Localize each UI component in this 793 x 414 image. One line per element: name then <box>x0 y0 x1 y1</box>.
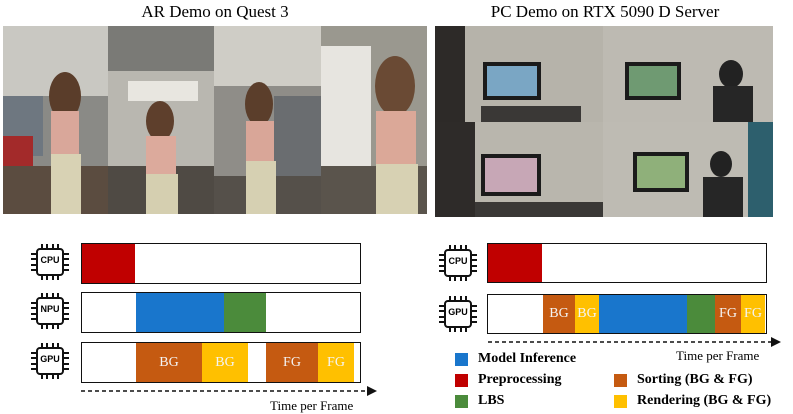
left-title: AR Demo on Quest 3 <box>141 2 289 21</box>
right-gpu-model-inference <box>599 295 687 333</box>
legend-model-inference: Model Inference <box>455 351 576 367</box>
right-cpu-chip-icon: CPU <box>436 244 480 282</box>
left-cpu-track <box>81 243 361 284</box>
right-gpu-lbs <box>687 295 715 333</box>
legend-label-sorting: Sorting (BG & FG) <box>637 372 753 387</box>
left-npu-model-inference <box>136 293 224 332</box>
pc-demo-photo-1 <box>435 26 603 122</box>
legend-label-rendering: Rendering (BG & FG) <box>637 393 772 408</box>
gpu-chip-label: GPU <box>40 354 60 364</box>
right-cpu-track <box>487 243 767 283</box>
pc-demo-photo-2 <box>603 26 773 122</box>
legend-swatch-preprocessing <box>455 373 468 387</box>
left-cpu-preprocessing <box>82 244 135 283</box>
left-gpu-sorting-bg: BG <box>136 343 202 382</box>
legend-label-preprocessing: Preprocessing <box>478 372 562 387</box>
ar-demo-photo-4 <box>321 26 427 214</box>
right-gpu-sorting-bg: BG <box>543 295 575 333</box>
legend-lbs: LBS <box>455 393 504 409</box>
right-gpu-track: BG BG FG FG <box>487 294 767 334</box>
right-gpu-rendering-fg: FG <box>741 295 765 333</box>
cpu-chip-label: CPU <box>40 255 60 265</box>
legend-label-lbs: LBS <box>478 393 505 408</box>
right-gpu-chip-icon: GPU <box>436 295 480 333</box>
pc-demo-photo-4 <box>603 122 773 217</box>
cpu-chip-icon: CPU <box>28 243 72 281</box>
right-time-label: Time per Frame <box>676 348 760 363</box>
left-time-arrow <box>81 386 377 396</box>
ar-demo-photo-1 <box>3 26 108 214</box>
pc-demo-photo-3 <box>435 122 603 217</box>
left-gpu-rendering-fg: FG <box>318 343 354 382</box>
legend-preprocessing: Preprocessing <box>455 372 561 388</box>
legend-swatch-model-inference <box>455 352 468 366</box>
npu-chip-label: NPU <box>40 304 60 314</box>
legend-swatch-sorting <box>614 373 627 387</box>
ar-demo-photo-2 <box>108 26 214 214</box>
right-title: PC Demo on RTX 5090 D Server <box>490 2 720 21</box>
right-gpu-rendering-bg: BG <box>575 295 599 333</box>
left-time-label: Time per Frame <box>270 398 354 413</box>
legend-sorting: Sorting (BG & FG) <box>614 372 753 388</box>
left-gpu-sorting-fg: FG <box>266 343 318 382</box>
left-gpu-track: BG BG FG FG <box>81 342 361 383</box>
left-npu-lbs <box>224 293 266 332</box>
left-gpu-rendering-bg: BG <box>202 343 248 382</box>
gpu-chip-icon: GPU <box>28 342 72 380</box>
right-cpu-preprocessing <box>488 244 542 282</box>
legend-swatch-lbs <box>455 394 468 408</box>
left-npu-track <box>81 292 361 333</box>
right-time-arrow <box>488 337 781 347</box>
legend-swatch-rendering <box>614 394 627 408</box>
right-gpu-chip-label: GPU <box>448 307 468 317</box>
ar-demo-photo-3 <box>214 26 321 214</box>
npu-chip-icon: NPU <box>28 292 72 330</box>
legend-rendering: Rendering (BG & FG) <box>614 393 771 409</box>
legend-label-model-inference: Model Inference <box>478 351 577 366</box>
right-cpu-chip-label: CPU <box>448 256 468 266</box>
right-gpu-sorting-fg: FG <box>715 295 741 333</box>
